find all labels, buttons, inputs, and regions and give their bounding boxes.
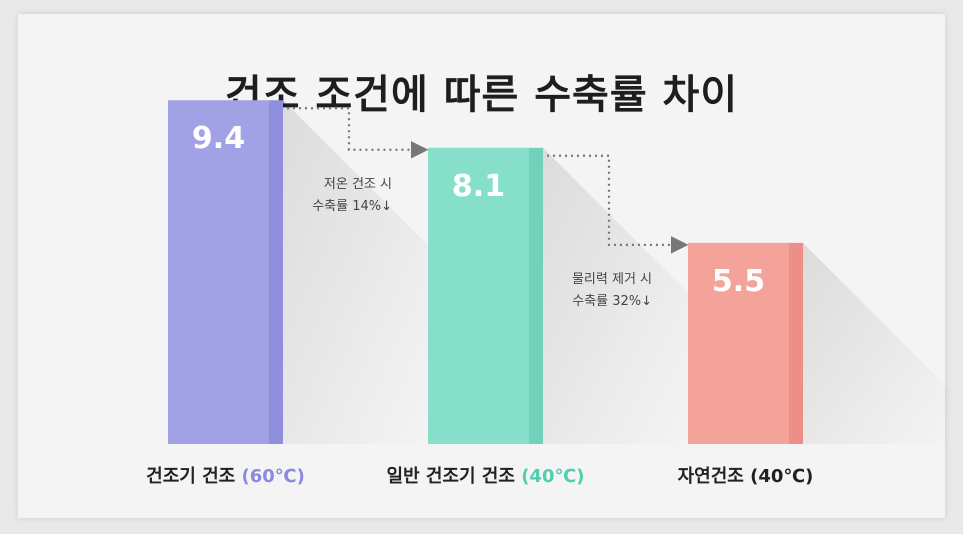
bar-side [789,242,803,444]
bar-shadow [543,147,693,444]
annotation-line: 저온 건조 시 [324,177,392,192]
bar [428,147,529,444]
annotation-line: 수축률 14%↓ [312,199,392,214]
bar-side [529,147,543,444]
data-label: 8.1 [452,169,505,204]
connector-arrow [287,107,429,159]
connector-arrow [547,154,689,254]
category-label: 자연건조 (40℃) [678,466,814,487]
bar-shadow [803,242,953,444]
data-label: 5.5 [712,264,765,299]
bar [168,100,269,444]
bar-side [269,100,283,444]
chart-title: 건조 조건에 따른 수축률 차이 [224,72,739,118]
annotation-line: 물리력 제거 시 [572,272,652,287]
annotation-line: 수축률 32%↓ [572,294,652,309]
bar [688,242,789,444]
category-label: 건조기 건조 (60℃) [146,466,305,487]
data-label: 9.4 [192,121,245,156]
category-label: 일반 건조기 건조 (40℃) [386,466,584,487]
bar-shadow [283,100,433,444]
